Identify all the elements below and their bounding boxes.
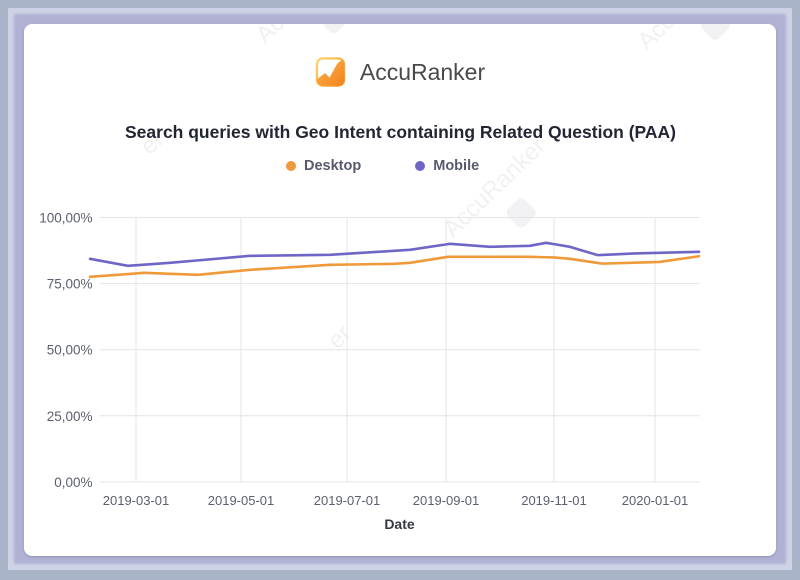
svg-text:Date: Date xyxy=(384,516,415,532)
svg-text:2020-01-01: 2020-01-01 xyxy=(622,493,689,508)
svg-text:0,00%: 0,00% xyxy=(54,475,92,490)
svg-text:2019-11-01: 2019-11-01 xyxy=(521,493,587,508)
svg-text:25,00%: 25,00% xyxy=(47,409,93,424)
svg-text:75,00%: 75,00% xyxy=(47,277,93,292)
svg-text:2019-07-01: 2019-07-01 xyxy=(314,493,381,508)
svg-text:2019-09-01: 2019-09-01 xyxy=(413,493,480,508)
svg-text:2019-03-01: 2019-03-01 xyxy=(103,493,170,508)
svg-text:50,00%: 50,00% xyxy=(47,343,93,358)
svg-text:2019-05-01: 2019-05-01 xyxy=(208,493,275,508)
svg-text:100,00%: 100,00% xyxy=(39,211,92,226)
